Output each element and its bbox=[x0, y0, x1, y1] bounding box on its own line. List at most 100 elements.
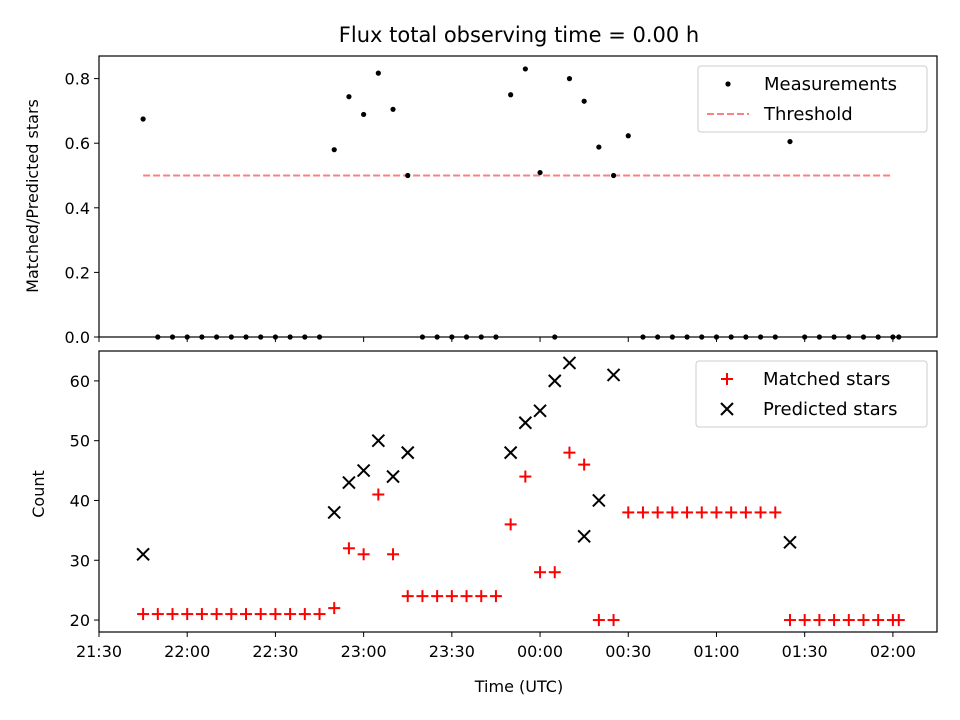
bottom-legend-frame bbox=[695, 360, 928, 428]
matched-star-point bbox=[783, 614, 796, 627]
matched-star-point bbox=[695, 506, 708, 519]
matched-star-point bbox=[284, 608, 297, 621]
matched-star-point bbox=[828, 614, 841, 627]
matched-star-point bbox=[710, 506, 723, 519]
measurement-point bbox=[596, 144, 602, 150]
measurement-point bbox=[272, 334, 279, 340]
legend-label-matched: Matched stars bbox=[763, 369, 890, 390]
matched-star-point bbox=[342, 542, 355, 555]
matched-star-point bbox=[372, 488, 385, 501]
matched-star-point bbox=[137, 608, 150, 621]
measurement-point bbox=[434, 334, 440, 340]
predicted-star-point bbox=[606, 368, 621, 382]
measurement-point bbox=[816, 334, 822, 340]
bottom-ytick-label-4: 60 bbox=[70, 372, 90, 391]
matched-star-point bbox=[210, 608, 223, 621]
matched-star-point bbox=[739, 506, 752, 519]
measurement-point bbox=[684, 334, 690, 340]
top-ytick-label-0: 0.0 bbox=[65, 328, 90, 347]
measurement-point bbox=[331, 147, 337, 153]
measurement-point bbox=[302, 334, 308, 340]
measurement-point bbox=[243, 334, 249, 340]
measurement-point bbox=[896, 334, 902, 340]
x-tick-label-0: 21:30 bbox=[76, 642, 122, 661]
matched-star-point bbox=[651, 506, 664, 519]
matched-star-point bbox=[872, 614, 885, 627]
matched-star-point bbox=[857, 614, 870, 627]
predicted-star-point bbox=[548, 374, 562, 388]
matched-star-point bbox=[592, 614, 605, 627]
matched-star-point bbox=[725, 506, 738, 519]
measurement-point bbox=[522, 66, 528, 72]
measurement-point bbox=[802, 334, 808, 340]
measurement-point bbox=[228, 334, 234, 340]
measurement-point bbox=[669, 334, 675, 340]
measurement-point bbox=[184, 334, 190, 340]
legend-marker-matched bbox=[721, 373, 733, 385]
measurement-point bbox=[787, 138, 793, 145]
matched-star-point bbox=[151, 608, 164, 621]
matched-star-point bbox=[813, 614, 826, 627]
top-ytick-label-1: 0.2 bbox=[65, 263, 90, 282]
matched-star-point bbox=[475, 590, 488, 603]
x-tick-label-3: 23:00 bbox=[341, 642, 387, 661]
measurement-point bbox=[890, 334, 896, 340]
matched-star-point bbox=[578, 458, 591, 471]
predicted-star-point bbox=[327, 505, 341, 520]
predicted-star-point bbox=[136, 547, 150, 561]
matched-star-point bbox=[195, 608, 208, 621]
bottom-panel-frame bbox=[98, 350, 938, 633]
top-legend-frame bbox=[697, 65, 928, 133]
bottom-panel: 20 30 40 50 60 21:30 22:00 22:30 23:00 23:30 00:00… bbox=[70, 350, 938, 661]
x-axis-label: Time (UTC) bbox=[474, 677, 563, 696]
measurement-point bbox=[625, 133, 631, 139]
measurement-point bbox=[449, 334, 455, 340]
measurement-point bbox=[361, 111, 367, 118]
matched-star-point bbox=[313, 608, 326, 621]
predicted-star-point bbox=[783, 535, 797, 550]
chart-title: Flux total observing time = 0.00 h bbox=[339, 23, 699, 47]
top-y-axis-label: Matched/Predicted stars bbox=[23, 99, 42, 293]
predicted-star-point bbox=[503, 445, 518, 460]
measurement-point bbox=[537, 169, 543, 176]
predicted-star-point bbox=[401, 445, 415, 460]
x-tick-label-1: 22:00 bbox=[164, 642, 210, 661]
measurement-point bbox=[846, 334, 852, 340]
measurement-point bbox=[655, 334, 661, 340]
top-panel: 0.0 0.2 0.4 0.6 0.8 bbox=[65, 55, 938, 347]
matched-star-point bbox=[460, 590, 473, 603]
matched-star-point bbox=[431, 590, 444, 603]
measurement-point bbox=[493, 334, 499, 340]
measurement-point bbox=[772, 334, 778, 340]
top-panel-frame bbox=[98, 55, 938, 338]
measurement-point bbox=[287, 334, 293, 340]
predicted-star-point bbox=[533, 404, 547, 418]
measurement-point bbox=[581, 98, 587, 104]
top-ytick-label-3: 0.6 bbox=[65, 134, 90, 153]
predicted-star-point bbox=[592, 493, 606, 508]
predicted-star-point bbox=[562, 356, 577, 370]
measurement-point bbox=[258, 334, 264, 340]
predicted-star-point bbox=[386, 469, 400, 484]
predicted-star-point bbox=[356, 463, 371, 478]
predicted-star-point bbox=[577, 529, 591, 544]
measurement-point bbox=[155, 334, 161, 340]
matched-star-point bbox=[754, 506, 767, 519]
matched-star-point bbox=[622, 506, 635, 519]
x-tick-label-8: 01:30 bbox=[782, 642, 828, 661]
matched-star-point bbox=[798, 614, 811, 627]
legend-marker-predicted bbox=[720, 402, 734, 416]
matched-star-point bbox=[636, 506, 649, 519]
measurement-point bbox=[390, 106, 396, 112]
measurement-point bbox=[831, 334, 837, 340]
matched-star-point bbox=[225, 608, 238, 621]
top-legend: Measurements Threshold bbox=[697, 65, 928, 133]
x-tick-label-2: 22:30 bbox=[252, 642, 298, 661]
matched-star-point bbox=[240, 608, 253, 621]
top-ytick-label-2: 0.4 bbox=[65, 199, 90, 218]
top-ytick-label-4: 0.8 bbox=[65, 70, 90, 89]
x-tick-label-4: 23:30 bbox=[429, 642, 475, 661]
measurement-point bbox=[743, 334, 749, 340]
matched-star-point bbox=[534, 566, 547, 579]
measurement-point bbox=[728, 334, 734, 340]
